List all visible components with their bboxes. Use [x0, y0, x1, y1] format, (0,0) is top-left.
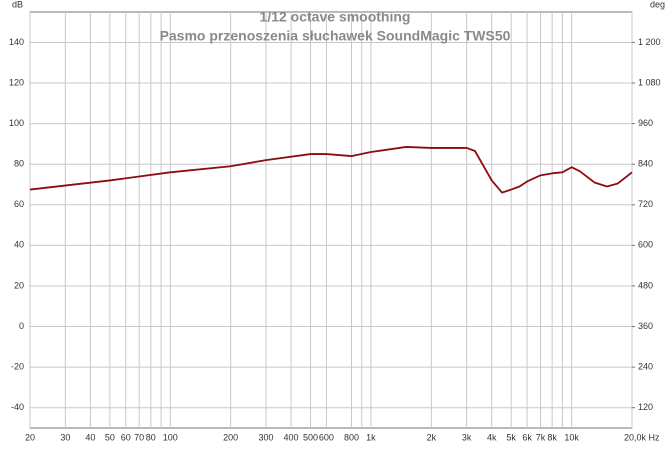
y-tick-label: 120 [9, 77, 24, 87]
y2-tick-label: 360 [638, 321, 653, 331]
y2-tick-label: 960 [638, 118, 653, 128]
y-tick-label: -40 [11, 402, 24, 412]
x-tick-label: 30 [60, 432, 70, 442]
x-tick-label: 400 [284, 432, 299, 442]
y2-tick-label: 720 [638, 199, 653, 209]
y-tick-label: 20 [14, 280, 24, 290]
y-axis-label: dB [12, 0, 23, 9]
x-tick-label: 2k [427, 432, 437, 442]
grid [29, 12, 633, 428]
y-tick-label: 80 [14, 159, 24, 169]
chart-title: 1/12 octave smoothing [260, 9, 411, 25]
x-tick-label: 50 [105, 432, 115, 442]
x-tick-label: 4k [487, 432, 497, 442]
x-tick-label: 100 [163, 432, 178, 442]
x-tick-label: 1k [366, 432, 376, 442]
plot-area [29, 11, 633, 429]
x-tick-label: 200 [223, 432, 238, 442]
x-tick-label: 300 [258, 432, 273, 442]
x-tick-label: 600 [319, 432, 334, 442]
y-tick-label: 0 [19, 321, 24, 331]
x-tick-label: 40 [85, 432, 95, 442]
y2-tick-label: 1 080 [638, 77, 661, 87]
x-tick-label: 500 [303, 432, 318, 442]
y2-tick-label: 600 [638, 240, 653, 250]
x-tick-label: 6k [522, 432, 532, 442]
series-line [29, 146, 633, 194]
x-tick-label: 80 [146, 432, 156, 442]
x-tick-label: 3k [462, 432, 472, 442]
x-tick-label: 60 [121, 432, 131, 442]
x-tick-label: 800 [344, 432, 359, 442]
y2-tick-label: 480 [638, 280, 653, 290]
x-tick-label: 5k [506, 432, 516, 442]
y2-tick-label: 840 [638, 159, 653, 169]
y-tick-label: -20 [11, 361, 24, 371]
x-tick-label: 8k [547, 432, 557, 442]
y2-axis-label: deg [650, 0, 665, 9]
y-tick-label: 100 [9, 118, 24, 128]
chart-subtitle: Pasmo przenoszenia słuchawek SoundMagic … [160, 28, 511, 44]
x-tick-label: 10k [564, 432, 579, 442]
x-tick-label: 7k [536, 432, 546, 442]
x-tick-label: 20,0k Hz [624, 432, 660, 442]
y2-tick-label: 1 200 [638, 37, 661, 47]
y-tick-label: 40 [14, 240, 24, 250]
y2-tick-label: 120 [638, 402, 653, 412]
y-tick-label: 140 [9, 37, 24, 47]
y-tick-label: 60 [14, 199, 24, 209]
x-tick-label: 20 [25, 432, 35, 442]
y2-tick-label: 240 [638, 361, 653, 371]
x-tick-label: 70 [134, 432, 144, 442]
